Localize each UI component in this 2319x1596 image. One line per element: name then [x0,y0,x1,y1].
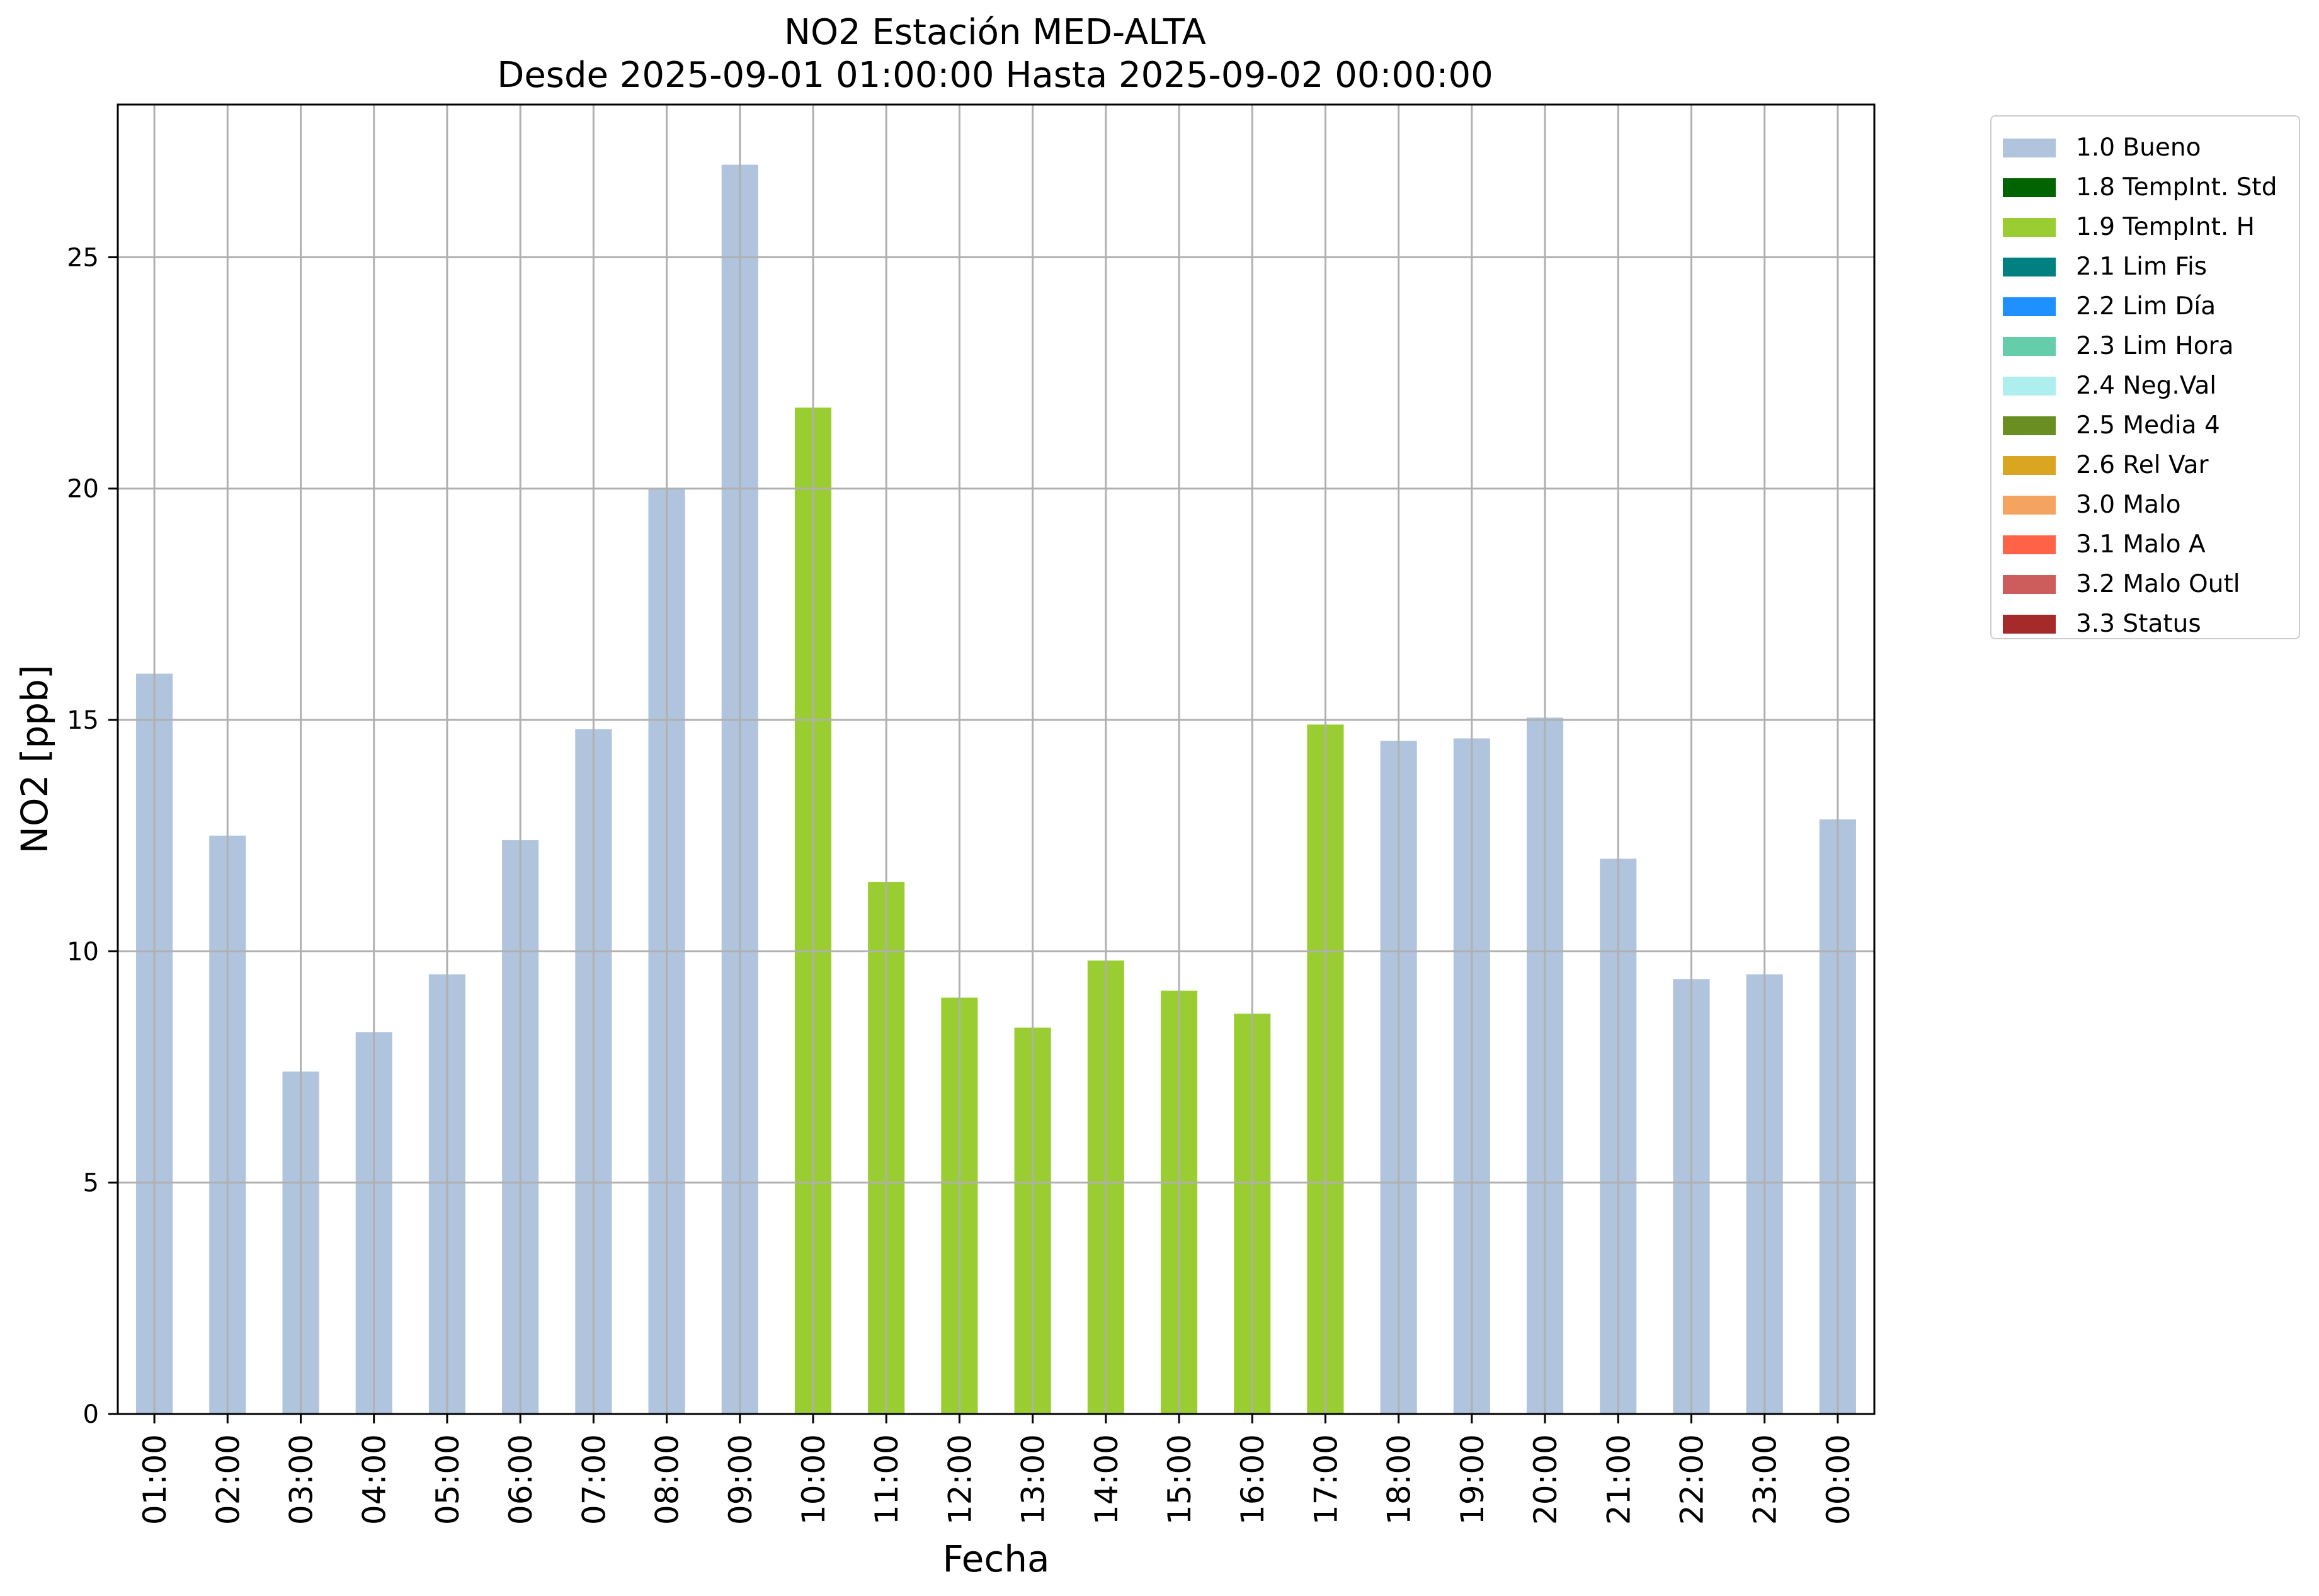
legend-label: 3.2 Malo Outl [2076,570,2240,598]
y-tick-label: 10 [67,937,99,966]
legend-item: 2.5 Media 4 [2003,406,2299,445]
legend-swatch [2003,614,2056,634]
x-tick-label: 11:00 [869,1434,905,1525]
legend-item: 1.9 TempInt. H [2003,207,2299,247]
legend-swatch [2003,376,2056,396]
chart-subtitle: Desde 2025-09-01 01:00:00 Hasta 2025-09-… [497,55,1493,96]
x-tick-label: 05:00 [430,1434,466,1525]
legend-swatch [2003,574,2056,594]
x-tick-label: 07:00 [576,1434,612,1525]
x-tick-label: 00:00 [1820,1434,1857,1525]
legend-item: 1.0 Bueno [2003,128,2299,168]
legend-item: 2.1 Lim Fis [2003,247,2299,287]
legend-label: 3.1 Malo A [2076,530,2206,559]
x-tick-label: 18:00 [1381,1434,1418,1525]
legend-item: 3.2 Malo Outl [2003,564,2299,604]
legend-swatch [2003,257,2056,276]
legend-label: 2.5 Media 4 [2076,411,2220,440]
legend-swatch [2003,495,2056,515]
chart-legend: 1.0 Bueno 1.8 TempInt. Std 1.9 TempInt. H 2… [1990,115,2300,639]
x-tick-label: 10:00 [795,1434,832,1525]
x-tick-label: 03:00 [283,1434,320,1525]
x-tick-label: 16:00 [1234,1434,1271,1525]
legend-label: 3.0 Malo [2076,491,2181,519]
legend-item: 2.4 Neg.Val [2003,366,2299,406]
legend-item: 2.2 Lim Día [2003,287,2299,326]
x-tick-label: 23:00 [1747,1434,1784,1525]
x-tick-label: 08:00 [649,1434,686,1525]
legend-label: 2.4 Neg.Val [2076,372,2217,400]
legend-item: 2.3 Lim Hora [2003,326,2299,366]
y-tick-label: 5 [83,1169,99,1198]
y-tick-label: 25 [67,243,99,272]
legend-swatch [2003,535,2056,554]
legend-item: 3.3 Status [2003,604,2299,644]
legend-label: 2.3 Lim Hora [2076,332,2234,360]
legend-swatch [2003,178,2056,197]
x-tick-label: 17:00 [1308,1434,1344,1525]
legend-swatch [2003,416,2056,435]
legend-swatch [2003,217,2056,237]
x-tick-label: 15:00 [1161,1434,1198,1525]
legend-swatch [2003,455,2056,475]
x-tick-label: 02:00 [210,1434,246,1525]
x-tick-label: 09:00 [722,1434,759,1525]
x-tick-label: 21:00 [1600,1434,1637,1525]
legend-item: 3.0 Malo [2003,485,2299,525]
x-tick-label: 14:00 [1088,1434,1125,1525]
legend-item: 2.6 Rel Var [2003,445,2299,485]
y-tick-label: 20 [67,475,99,504]
y-axis-label: NO2 [ppb] [13,664,56,853]
x-axis-label: Fecha [942,1537,1049,1580]
legend-label: 1.0 Bueno [2076,134,2201,162]
legend-label: 3.3 Status [2076,610,2201,638]
legend-item: 3.1 Malo A [2003,525,2299,564]
y-tick-label: 15 [67,706,99,735]
x-tick-label: 12:00 [942,1434,978,1525]
x-tick-label: 01:00 [137,1434,173,1525]
chart-title: NO2 Estación MED-ALTA [784,12,1206,53]
legend-label: 1.9 TempInt. H [2076,213,2255,241]
x-tick-label: 06:00 [503,1434,539,1525]
legend-swatch [2003,138,2056,157]
x-tick-label: 19:00 [1454,1434,1491,1525]
legend-swatch [2003,297,2056,316]
legend-label: 1.8 TempInt. Std [2076,173,2277,202]
x-tick-label: 04:00 [356,1434,393,1525]
legend-item: 1.8 TempInt. Std [2003,168,2299,207]
y-tick-label: 0 [83,1400,99,1429]
legend-label: 2.2 Lim Día [2076,292,2216,321]
legend-swatch [2003,336,2056,356]
x-tick-label: 20:00 [1527,1434,1564,1525]
legend-label: 2.1 Lim Fis [2076,253,2208,281]
x-tick-label: 22:00 [1673,1434,1710,1525]
legend-label: 2.6 Rel Var [2076,451,2209,479]
plot-frame [117,103,1876,1415]
x-tick-label: 13:00 [1015,1434,1052,1525]
